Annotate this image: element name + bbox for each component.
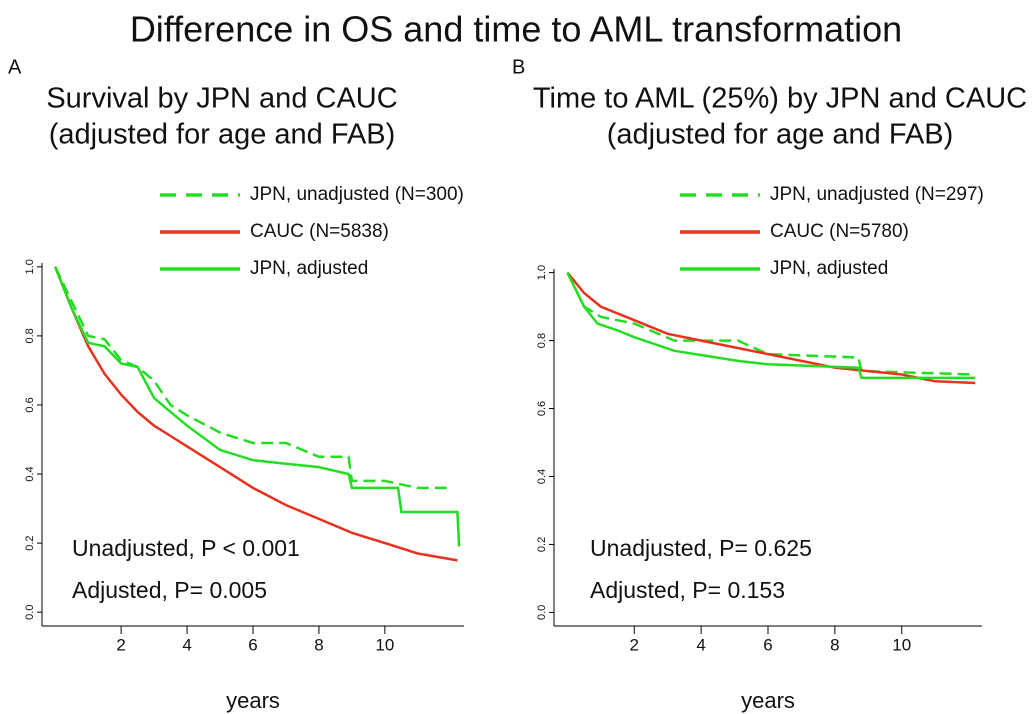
x-axis-label: years	[226, 688, 280, 713]
x-tick-label: 8	[314, 635, 323, 654]
legend-label: JPN, adjusted	[250, 258, 368, 279]
y-tick-label: 0.4	[536, 469, 548, 484]
annotation: Adjusted, P= 0.005	[72, 577, 267, 603]
panel-label: B	[512, 56, 525, 78]
y-tick-label: 1.0	[24, 259, 36, 274]
y-tick-label: 1.0	[536, 265, 548, 280]
panel-label: A	[8, 56, 22, 78]
y-tick-label: 0.8	[536, 333, 548, 348]
annotation: Unadjusted, P= 0.625	[590, 535, 812, 561]
x-tick-label: 8	[830, 635, 839, 654]
x-axis-label: years	[741, 688, 795, 713]
legend-label: JPN, adjusted	[770, 258, 888, 279]
panel-title: (adjusted for age and FAB)	[607, 119, 954, 151]
survival-curve	[54, 266, 461, 547]
x-tick-label: 10	[375, 635, 394, 654]
y-tick-label: 0.6	[24, 397, 36, 412]
panel-title: (adjusted for age and FAB)	[49, 119, 396, 151]
figure-title: Difference in OS and time to AML transfo…	[130, 9, 902, 50]
x-tick-label: 2	[630, 635, 639, 654]
x-tick-label: 2	[116, 635, 125, 654]
legend-label: CAUC (N=5838)	[250, 221, 389, 242]
panel-title: Survival by JPN and CAUC	[46, 83, 397, 115]
x-tick-label: 4	[696, 635, 705, 654]
y-tick-label: 0.2	[24, 535, 36, 550]
y-tick-label: 0.4	[24, 466, 36, 481]
y-tick-label: 0.0	[24, 605, 36, 620]
y-tick-label: 0.0	[536, 605, 548, 620]
annotation: Unadjusted, P < 0.001	[72, 535, 300, 561]
panel-title: Time to AML (25%) by JPN and CAUC	[533, 83, 1027, 115]
survival-curve	[566, 272, 976, 380]
legend-label: CAUC (N=5780)	[770, 221, 909, 242]
legend-label: JPN, unadjusted (N=300)	[250, 184, 464, 205]
x-tick-label: 4	[182, 635, 191, 654]
y-tick-label: 0.6	[536, 401, 548, 416]
survival-curve	[566, 272, 976, 376]
x-tick-label: 6	[248, 635, 257, 654]
y-tick-label: 0.8	[24, 328, 36, 343]
legend-label: JPN, unadjusted (N=297)	[770, 184, 984, 205]
annotation: Adjusted, P= 0.153	[590, 577, 785, 603]
x-tick-label: 10	[892, 635, 911, 654]
x-tick-label: 6	[763, 635, 772, 654]
y-tick-label: 0.2	[536, 537, 548, 552]
survival-curve	[54, 266, 451, 490]
survival-curve	[54, 266, 458, 562]
survival-curve	[566, 271, 976, 385]
